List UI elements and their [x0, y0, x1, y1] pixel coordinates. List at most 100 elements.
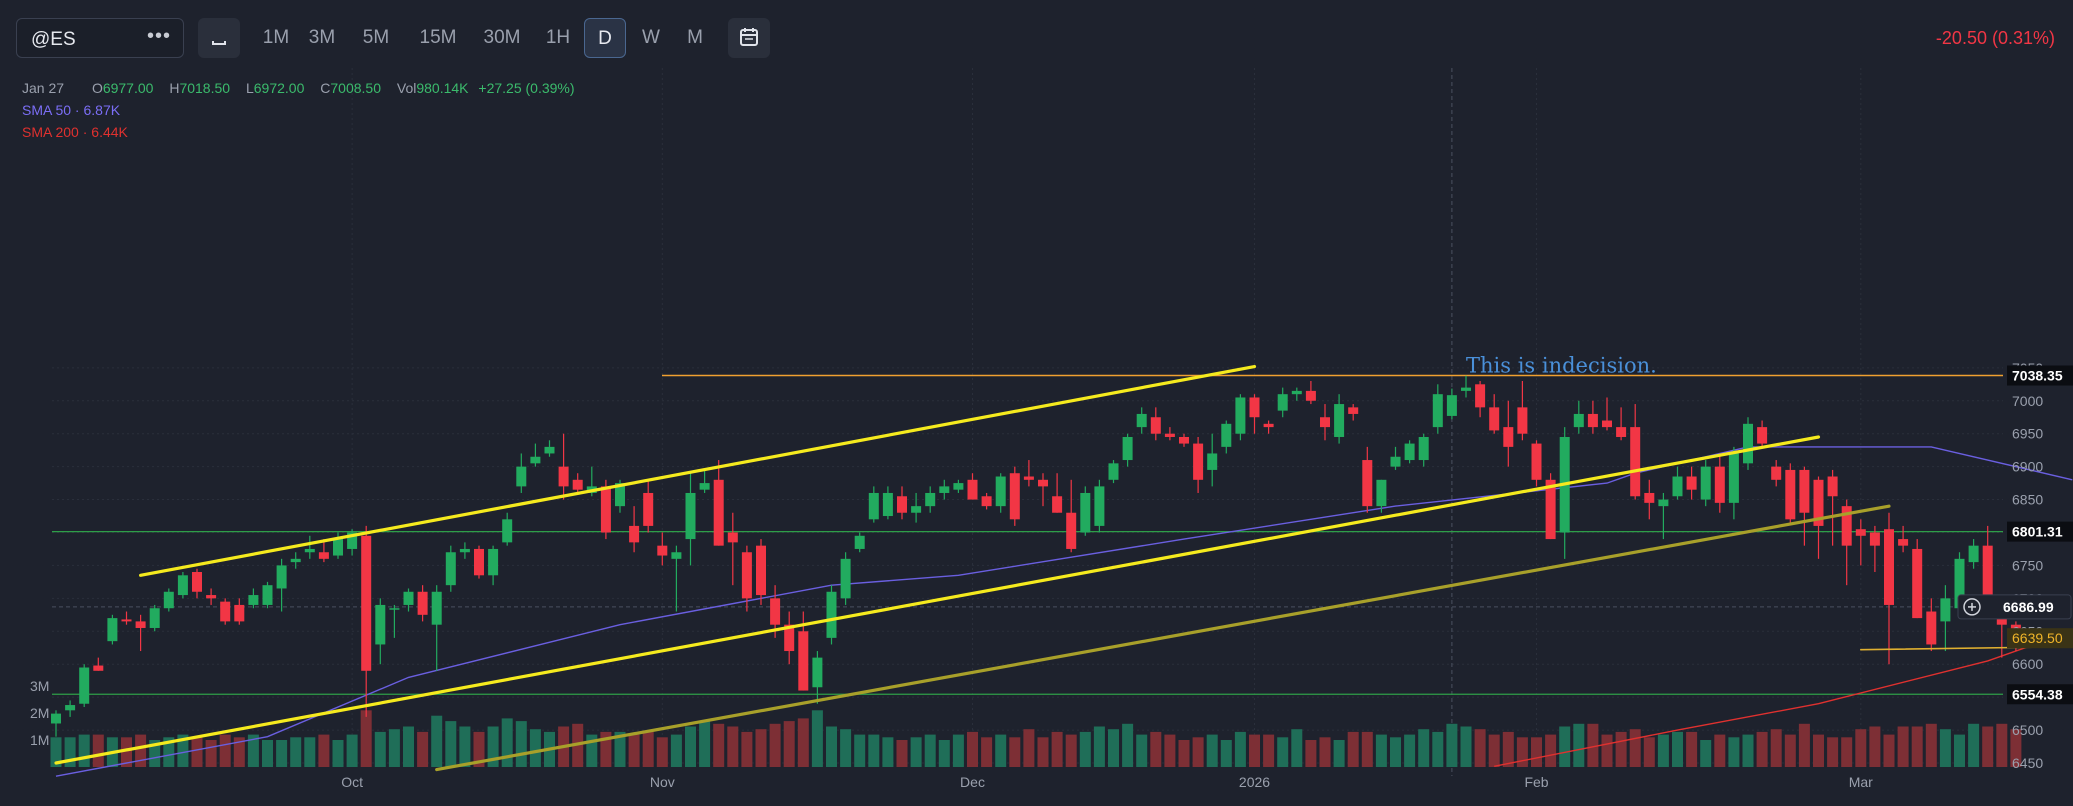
volume-bar: [614, 731, 626, 767]
volume-bar: [713, 723, 725, 767]
volume-bar: [1305, 740, 1317, 767]
candle-body: [1432, 394, 1443, 428]
candle-body: [1841, 506, 1852, 546]
candle-body: [1249, 397, 1260, 418]
y-tick-label: 6500: [2012, 722, 2043, 738]
date-range-button[interactable]: [728, 18, 770, 58]
candle-body: [1630, 427, 1641, 497]
chart-background: [0, 68, 2073, 806]
volume-bar: [191, 737, 203, 767]
candle-body: [671, 552, 682, 559]
candle-body: [967, 479, 978, 500]
candle-body: [502, 519, 513, 543]
more-options-icon[interactable]: •••: [146, 25, 171, 47]
volume-bar: [417, 731, 429, 767]
timeframe-5m[interactable]: 5M: [362, 27, 390, 48]
volume-bar: [1728, 737, 1740, 767]
volume-bar: [318, 734, 330, 767]
volume-bar: [1150, 731, 1162, 767]
volume-bar: [1939, 729, 1951, 767]
toolbar: @ES ••• 1M 3M 5M 15M 30M 1H D W M -20.50 (0.31%): [0, 0, 2073, 69]
price-label-box: [2007, 521, 2073, 542]
volume-bar: [1291, 729, 1303, 767]
candle-body: [1799, 469, 1810, 513]
symbol-search-box[interactable]: @ES •••: [16, 18, 184, 58]
legend-open: 6977.00: [102, 80, 154, 96]
candle-body: [135, 621, 146, 628]
volume-bar: [1742, 734, 1754, 767]
timeframe-w[interactable]: W: [642, 27, 660, 48]
timeframe-3m[interactable]: 3M: [308, 27, 336, 48]
candle-body: [1968, 545, 1979, 563]
candle-body: [1602, 420, 1612, 428]
volume-bar: [656, 737, 668, 767]
volume-bar: [1615, 731, 1627, 767]
candle-body: [107, 618, 118, 642]
volume-bar: [1813, 734, 1824, 767]
candle-body: [431, 591, 442, 625]
timeframe-15m[interactable]: 15M: [419, 27, 457, 48]
crosshair-label-box: [1957, 594, 2072, 620]
timeframe-m[interactable]: M: [687, 27, 703, 48]
timeframe-30m[interactable]: 30M: [483, 27, 521, 48]
volume-bar: [529, 729, 541, 767]
candle-body: [1348, 407, 1359, 414]
candle-body: [643, 492, 654, 526]
volume-bar: [1220, 740, 1232, 767]
candle-body: [177, 575, 188, 596]
volume-bar: [1093, 726, 1105, 767]
volume-bar: [163, 737, 175, 767]
volume-bar: [290, 737, 302, 767]
symbol-text: @ES: [31, 29, 76, 50]
candle-body: [1982, 545, 1993, 612]
candle-body: [1743, 423, 1753, 464]
candle-body: [1475, 384, 1486, 408]
sma50-label: SMA 50: [22, 102, 72, 118]
candle-body: [1517, 407, 1528, 434]
sma200-legend[interactable]: SMA 200 · 6.44K: [22, 124, 128, 140]
chart-style-button[interactable]: [198, 18, 240, 58]
timeframe-d[interactable]: D: [584, 18, 626, 58]
candle-body: [1263, 423, 1274, 428]
candle-body: [741, 552, 752, 599]
candle-body: [1446, 395, 1457, 416]
candle-body: [389, 608, 400, 610]
sma200-label: SMA 200: [22, 124, 79, 140]
trendline: [139, 364, 1257, 577]
candle-body: [417, 591, 428, 615]
candle-body: [1150, 417, 1161, 434]
price-chart[interactable]: This is indecision.645065006550660066506…: [0, 68, 2073, 806]
candle-body: [868, 492, 879, 520]
volume-bar: [1418, 729, 1430, 767]
volume-bar: [501, 718, 513, 767]
volume-bar: [938, 740, 950, 767]
candle-body: [699, 483, 710, 490]
volume-bar: [473, 731, 485, 767]
volume-bar: [1404, 734, 1416, 767]
annotation-text: This is indecision.: [1466, 354, 1657, 378]
sma50-legend[interactable]: SMA 50 · 6.87K: [22, 102, 120, 118]
candle-body: [953, 483, 964, 490]
candle-style-icon: [212, 41, 226, 45]
volume-tick-label: 2M: [30, 705, 49, 721]
candle-body: [925, 492, 936, 507]
timeframe-1h[interactable]: 1H: [545, 27, 571, 48]
x-tick-label: Dec: [960, 774, 985, 790]
volume-bar: [1347, 731, 1359, 767]
timeframe-1m[interactable]: 1M: [262, 27, 290, 48]
volume-bar: [1798, 723, 1810, 767]
candle-body: [657, 545, 668, 556]
candle-body: [79, 667, 90, 704]
x-tick-label: Nov: [650, 774, 675, 790]
candle-body: [727, 532, 738, 543]
volume-bar: [1686, 731, 1698, 767]
volume-bar: [1784, 734, 1796, 767]
legend-close-label: C: [320, 80, 331, 96]
legend-close: 7008.50: [330, 80, 381, 96]
price-label-box: [2007, 684, 2073, 705]
candle-body: [1926, 611, 1937, 645]
volume-bar: [727, 726, 739, 767]
volume-bar: [1643, 737, 1655, 767]
candle-body: [1996, 618, 2007, 625]
y-tick-label: 6750: [2012, 557, 2043, 573]
